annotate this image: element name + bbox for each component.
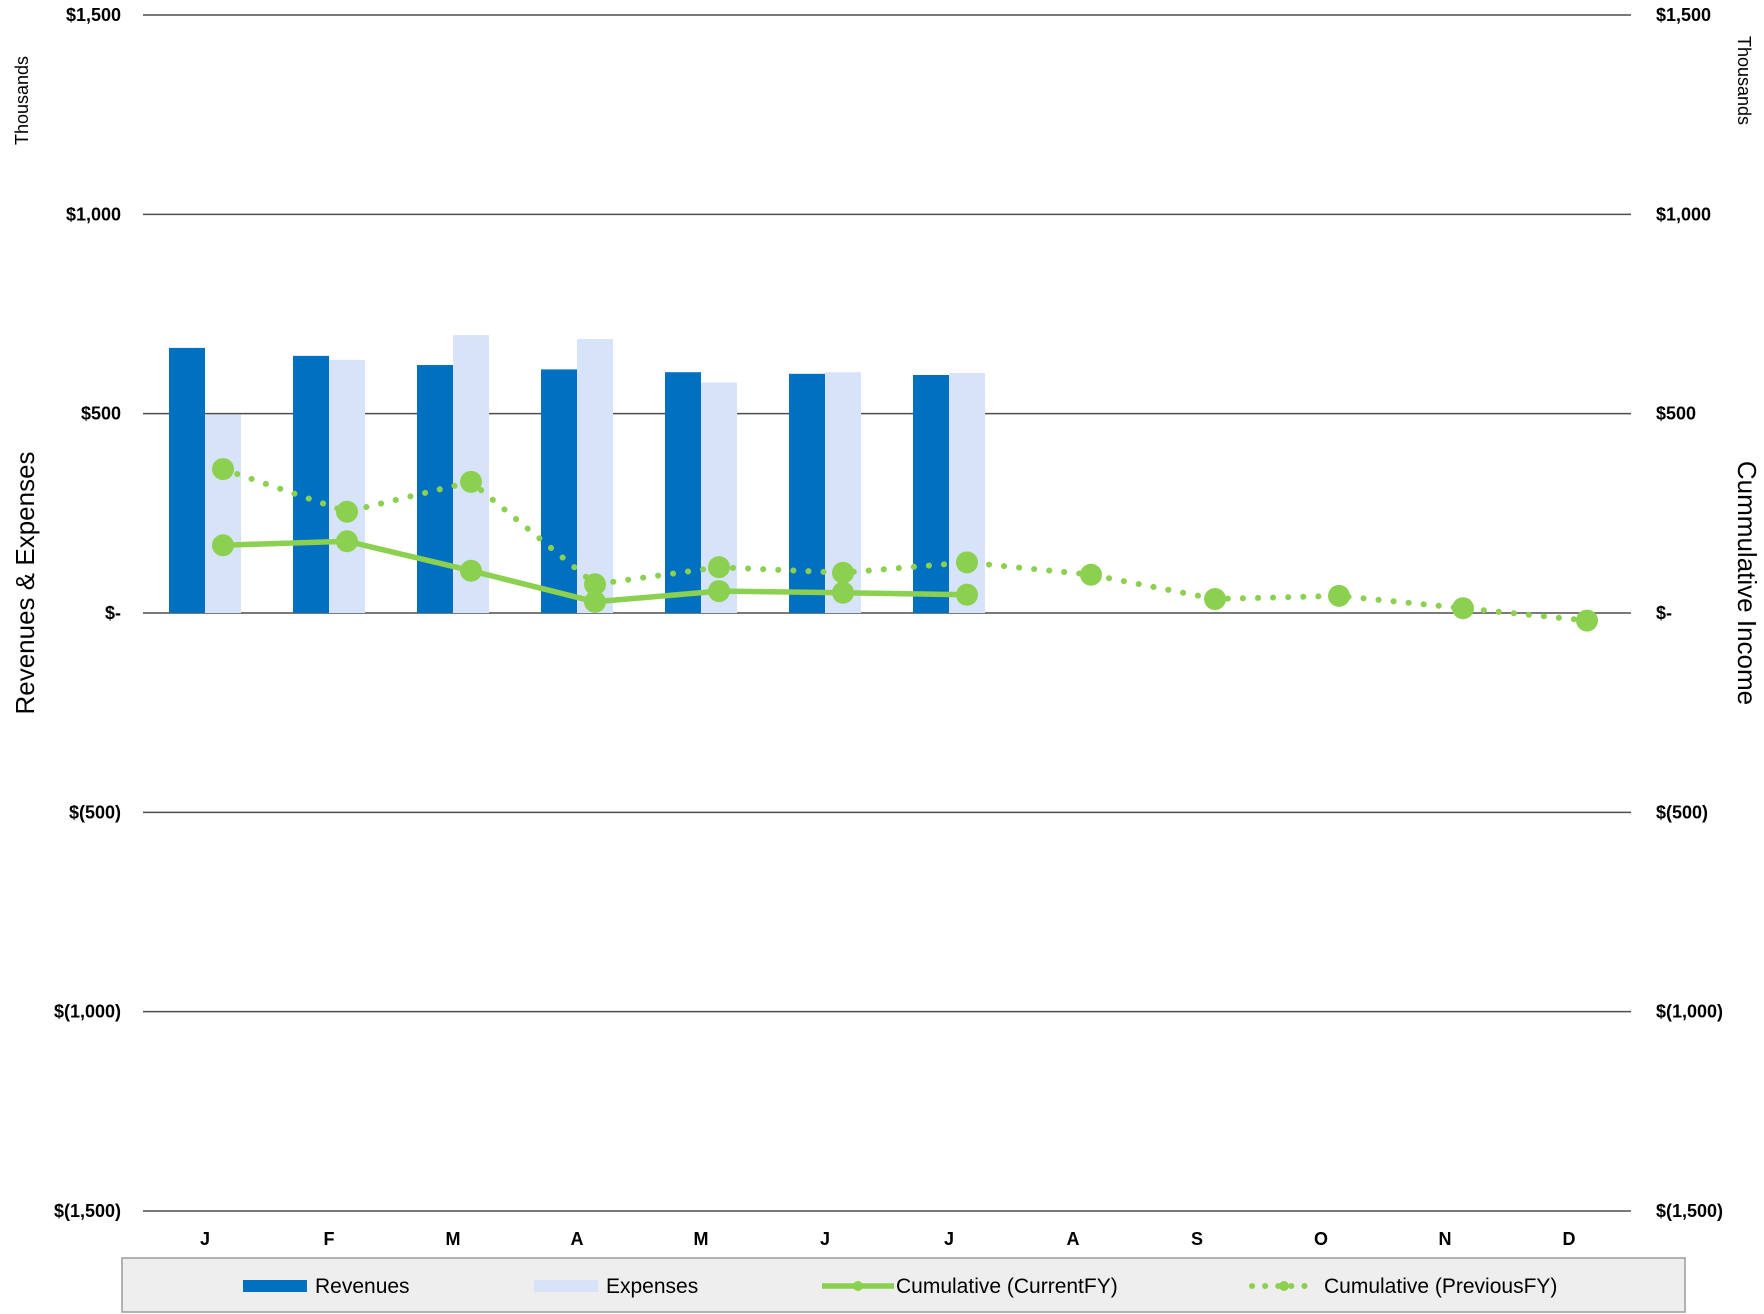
legend-swatch-expenses bbox=[534, 1280, 598, 1292]
legend-marker-cumulative-previousfy bbox=[1279, 1281, 1289, 1291]
x-tick-label: A bbox=[571, 1229, 584, 1249]
x-tick-label: O bbox=[1314, 1229, 1328, 1249]
marker-current-fy bbox=[212, 534, 234, 557]
x-tick-label: J bbox=[200, 1229, 210, 1249]
bar-expenses bbox=[329, 359, 365, 613]
bar-expenses bbox=[701, 382, 737, 613]
gridlines bbox=[143, 14, 1631, 1212]
x-tick-label: M bbox=[694, 1229, 709, 1249]
x-tick-label: A bbox=[1067, 1229, 1080, 1249]
x-tick-label: N bbox=[1439, 1229, 1452, 1249]
left-tick-label: $1,000 bbox=[66, 204, 121, 224]
bar-expenses bbox=[205, 414, 241, 613]
bar-revenues bbox=[417, 365, 453, 613]
bar-expenses bbox=[577, 339, 613, 613]
bar-expenses bbox=[949, 373, 985, 613]
bars bbox=[169, 335, 985, 613]
legend-label-revenues: Revenues bbox=[315, 1275, 410, 1298]
bar-revenues bbox=[293, 355, 329, 613]
marker-previous-fy bbox=[832, 561, 854, 584]
lines bbox=[212, 458, 1598, 632]
left-unit-label: Thousands bbox=[12, 56, 32, 145]
marker-current-fy bbox=[708, 580, 730, 603]
right-tick-label: $1,500 bbox=[1656, 5, 1711, 25]
marker-previous-fy bbox=[336, 500, 358, 523]
left-tick-label: $- bbox=[105, 603, 121, 623]
right-axis-title: Cummulative Income bbox=[1732, 461, 1762, 705]
left-tick-label: $(1,500) bbox=[54, 1201, 121, 1221]
right-tick-label: $500 bbox=[1656, 404, 1696, 424]
marker-previous-fy bbox=[1452, 597, 1474, 620]
marker-previous-fy bbox=[1080, 563, 1102, 586]
left-axis-ticks: $1,500 $1,000 $500 $- $(500) $(1,000) $(1,500) bbox=[54, 5, 121, 1221]
bar-revenues bbox=[169, 347, 205, 613]
bar-revenues bbox=[913, 374, 949, 613]
left-axis-title: Revenues & Expenses bbox=[10, 451, 40, 714]
bar-revenues bbox=[789, 373, 825, 613]
legend-box bbox=[121, 1257, 1686, 1313]
x-tick-label: S bbox=[1191, 1229, 1203, 1249]
legend: Revenues Expenses Cumulative (CurrentFY) Cu… bbox=[121, 1257, 1686, 1313]
marker-previous-fy bbox=[212, 458, 234, 481]
legend-swatch-revenues bbox=[243, 1280, 307, 1292]
marker-current-fy bbox=[832, 581, 854, 604]
left-tick-label: $1,500 bbox=[66, 5, 121, 25]
left-tick-label: $(1,000) bbox=[54, 1002, 121, 1022]
legend-label-cumulative-currentfy: Cumulative (CurrentFY) bbox=[896, 1275, 1118, 1298]
marker-previous-fy bbox=[460, 470, 482, 493]
marker-previous-fy bbox=[708, 556, 730, 579]
marker-previous-fy bbox=[956, 551, 978, 574]
left-tick-label: $500 bbox=[81, 404, 121, 424]
x-tick-label: M bbox=[446, 1229, 461, 1249]
right-tick-label: $- bbox=[1656, 603, 1672, 623]
bar-revenues bbox=[665, 372, 701, 613]
left-tick-label: $(500) bbox=[69, 802, 121, 822]
marker-previous-fy bbox=[1328, 584, 1350, 607]
x-tick-label: J bbox=[944, 1229, 954, 1249]
marker-previous-fy bbox=[1204, 588, 1226, 611]
marker-current-fy bbox=[336, 530, 358, 553]
right-tick-label: $(1,500) bbox=[1656, 1201, 1723, 1221]
marker-current-fy bbox=[584, 590, 606, 613]
legend-marker-cumulative-currentfy bbox=[853, 1281, 863, 1291]
bar-revenues bbox=[541, 369, 577, 613]
right-tick-label: $(500) bbox=[1656, 802, 1708, 822]
right-unit-label: Thousands bbox=[1734, 36, 1754, 125]
right-tick-label: $1,000 bbox=[1656, 204, 1711, 224]
marker-previous-fy bbox=[584, 573, 606, 596]
x-tick-label: D bbox=[1563, 1229, 1576, 1249]
legend-label-cumulative-previousfy: Cumulative (PreviousFY) bbox=[1324, 1275, 1557, 1298]
legend-label-expenses: Expenses bbox=[606, 1275, 698, 1298]
x-tick-label: J bbox=[820, 1229, 830, 1249]
right-axis-ticks: $1,500 $1,000 $500 $- $(500) $(1,000) $(1,500) bbox=[1656, 5, 1723, 1221]
x-tick-label: F bbox=[324, 1229, 335, 1249]
marker-current-fy bbox=[956, 583, 978, 606]
marker-current-fy bbox=[460, 559, 482, 582]
marker-previous-fy bbox=[1576, 609, 1598, 632]
right-tick-label: $(1,000) bbox=[1656, 1002, 1723, 1022]
